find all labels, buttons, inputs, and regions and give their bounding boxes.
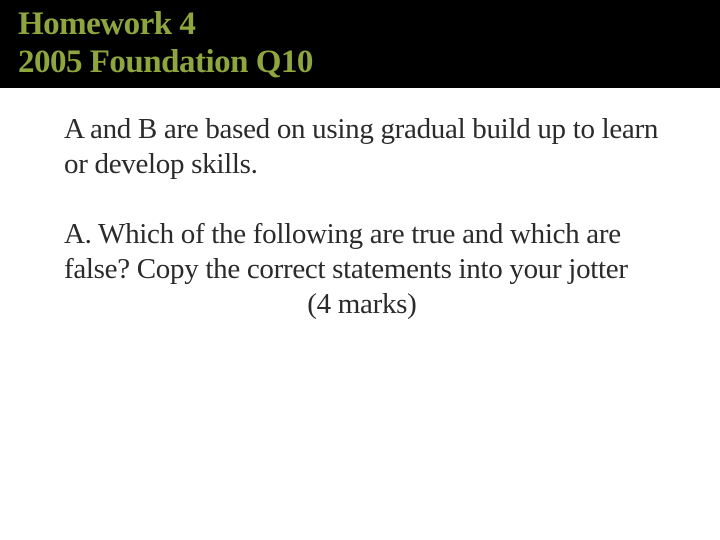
slide-title: Homework 4 2005 Foundation Q10	[18, 6, 702, 82]
slide: Homework 4 2005 Foundation Q10 A and B a…	[0, 0, 720, 540]
body-area: A and B are based on using gradual build…	[0, 88, 720, 323]
paragraph-question-a: A. Which of the following are true and w…	[64, 217, 660, 323]
paragraph-intro: A and B are based on using gradual build…	[64, 112, 660, 183]
paragraph-gap	[64, 183, 660, 217]
title-line-1: Homework 4	[18, 6, 195, 42]
question-a-text: A. Which of the following are true and w…	[64, 218, 628, 285]
marks-spacer	[64, 288, 307, 320]
title-bar: Homework 4 2005 Foundation Q10	[0, 0, 720, 88]
title-line-2: 2005 Foundation Q10	[18, 44, 313, 80]
marks-label: (4 marks)	[307, 288, 416, 320]
